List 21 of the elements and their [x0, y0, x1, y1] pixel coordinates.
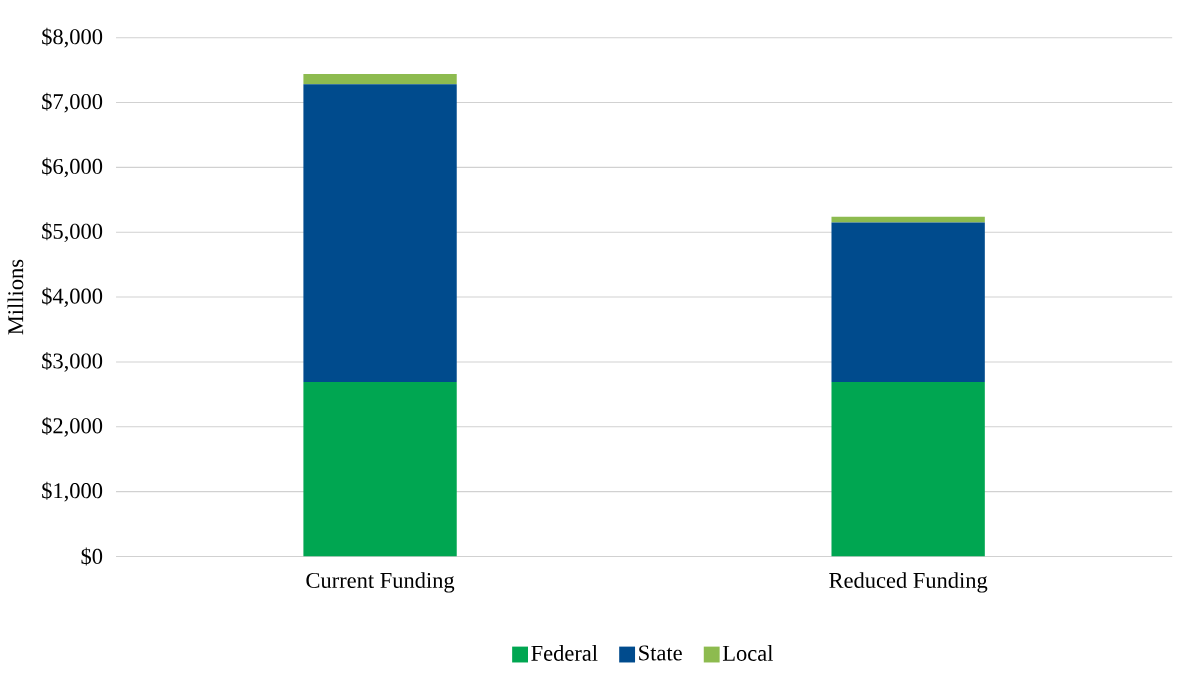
- legend-label: State: [639, 645, 682, 661]
- legend-label: Federal: [531, 645, 598, 661]
- y-tick-label: $5,000: [42, 222, 103, 243]
- bar: [303, 84, 457, 383]
- y-tick-label: $6,000: [42, 157, 103, 178]
- bar: [303, 73, 457, 85]
- y-tick-label: $7,000: [42, 92, 103, 113]
- bar: [303, 382, 457, 557]
- y-tick-label: $1,000: [42, 481, 103, 502]
- y-axis-title: Millions: [7, 259, 24, 335]
- bar: [831, 382, 985, 557]
- bar: [831, 222, 985, 383]
- y-tick-label: $3,000: [42, 352, 103, 372]
- legend-label: Local: [722, 645, 773, 661]
- x-tick-label: Current Funding: [306, 572, 455, 593]
- y-tick-label: $8,000: [42, 27, 103, 48]
- y-tick-label: $2,000: [42, 416, 103, 437]
- bar: [831, 216, 985, 223]
- y-tick-label: $0: [81, 547, 103, 566]
- y-tick-label: $4,000: [42, 287, 103, 307]
- x-tick-label: Reduced Funding: [829, 572, 988, 593]
